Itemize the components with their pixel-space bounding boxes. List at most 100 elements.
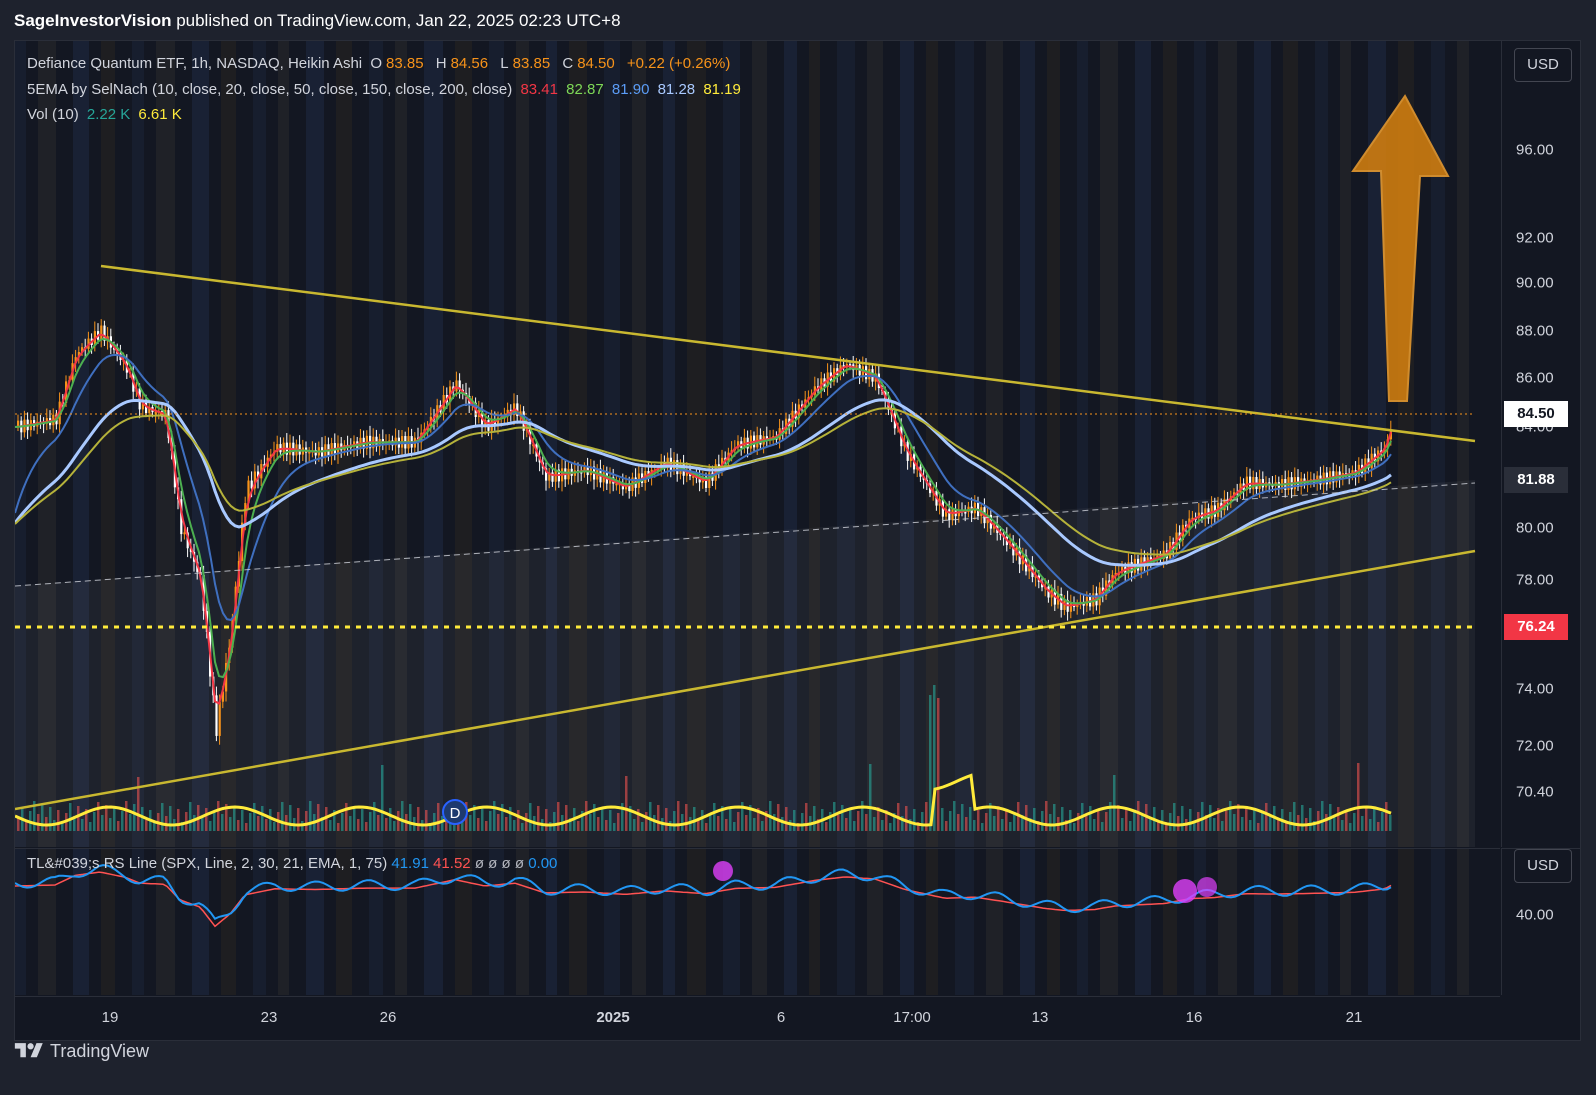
rs-session-band — [926, 849, 938, 995]
rs-ma-value: 41.52 — [433, 855, 471, 872]
price-chart-canvas[interactable]: D — [15, 41, 1500, 847]
volume-bar — [969, 807, 972, 831]
volume-title[interactable]: Vol (10) — [27, 106, 79, 123]
volume-bar — [873, 817, 876, 831]
candle-body — [551, 472, 554, 482]
volume-bar — [49, 807, 52, 831]
volume-bar — [377, 815, 380, 831]
volume-bar — [773, 814, 776, 831]
main-price-pane[interactable]: D Defiance Quantum ETF, 1h, NASDAQ, Heik… — [15, 41, 1500, 847]
volume-bar — [1181, 806, 1184, 831]
volume-bar — [837, 815, 840, 831]
candle-body — [148, 406, 151, 414]
currency-button[interactable]: USD — [1514, 48, 1572, 82]
rs-session-band — [336, 849, 352, 995]
candle-body — [180, 499, 183, 535]
session-band — [1194, 41, 1206, 847]
volume-bar — [229, 817, 232, 831]
volume-bar — [457, 822, 460, 831]
volume-bars — [17, 685, 1392, 831]
candle-body — [1191, 517, 1194, 520]
rs-session-band — [1020, 849, 1035, 995]
volume-bar — [1289, 812, 1292, 831]
volume-bar — [629, 806, 632, 831]
session-band — [867, 41, 883, 847]
rs-legend[interactable]: TL&#039;s RS Line (SPX, Line, 2, 30, 21,… — [27, 855, 557, 872]
volume-bar — [761, 821, 764, 831]
volume-bar — [677, 801, 680, 831]
candle-body — [276, 444, 279, 452]
ema-title[interactable]: 5EMA by SelNach (10, close, 20, close, 5… — [27, 81, 513, 98]
volume-bar — [1297, 815, 1300, 831]
session-band — [1340, 41, 1351, 847]
rs-null-3: ø — [501, 855, 511, 872]
volume-bar — [213, 811, 216, 831]
price-axis[interactable]: USD 96.00 92.00 90.00 88.00 86.00 84.00 … — [1501, 41, 1581, 847]
rs-currency-button[interactable]: USD — [1514, 849, 1572, 883]
rs-title[interactable]: TL&#039;s RS Line (SPX, Line, 2, 30, 21,… — [27, 855, 388, 872]
volume-legend[interactable]: Vol (10) 2.22 K 6.61 K — [27, 106, 186, 123]
volume-bar — [473, 805, 476, 831]
rs-session-band — [1457, 849, 1469, 995]
rs-session-band — [1194, 849, 1206, 995]
author-name[interactable]: SageInvestorVision — [14, 11, 172, 30]
volume-bar — [957, 814, 960, 831]
candle-body — [945, 509, 948, 517]
session-band — [809, 41, 820, 847]
candle-body — [1245, 476, 1248, 491]
price-tick: 92.00 — [1516, 229, 1554, 247]
volume-bar — [425, 810, 428, 831]
volume-bar — [941, 808, 944, 831]
volume-bar — [177, 809, 180, 831]
rs-session-band — [546, 849, 557, 995]
volume-bar — [973, 820, 976, 831]
volume-bar — [633, 819, 636, 831]
volume-bar — [797, 823, 800, 831]
volume-bar — [1061, 807, 1064, 831]
volume-bar — [1313, 821, 1316, 831]
rs-axis[interactable]: USD 40.00 — [1501, 848, 1581, 995]
volume-bar — [589, 814, 592, 831]
volume-bar — [1309, 808, 1312, 831]
candle-body — [548, 472, 551, 481]
price-tick: 78.00 — [1516, 571, 1554, 589]
volume-bar — [1389, 815, 1392, 831]
tradingview-footer[interactable]: TradingView — [14, 1040, 149, 1062]
volume-bar — [729, 809, 732, 831]
rs-chart-canvas[interactable] — [15, 849, 1500, 995]
volume-bar — [289, 805, 292, 831]
candle-body — [545, 468, 548, 481]
candle-body — [1069, 602, 1072, 612]
volume-bar — [137, 777, 140, 831]
volume-bar — [261, 806, 264, 831]
volume-bar — [793, 810, 796, 831]
volume-bar — [681, 814, 684, 831]
volume-bar — [1241, 817, 1244, 831]
symbol-legend[interactable]: Defiance Quantum ETF, 1h, NASDAQ, Heikin… — [27, 55, 734, 72]
volume-bar — [1265, 803, 1268, 831]
volume-bar — [101, 815, 104, 831]
ema-legend[interactable]: 5EMA by SelNach (10, close, 20, close, 5… — [27, 81, 745, 98]
rs-session-band — [955, 849, 974, 995]
volume-bar — [201, 818, 204, 831]
volume-bar — [1269, 816, 1272, 831]
volume-bar — [189, 802, 192, 831]
volume-bar — [1113, 775, 1116, 831]
volume-bar — [477, 818, 480, 831]
symbol-title[interactable]: Defiance Quantum ETF, 1h, NASDAQ, Heikin… — [27, 55, 363, 72]
volume-bar — [1021, 815, 1024, 831]
candle-body — [221, 691, 224, 702]
rs-line-pane[interactable]: TL&#039;s RS Line (SPX, Line, 2, 30, 21,… — [15, 848, 1500, 995]
time-axis[interactable]: 19 23 26 2025 6 17:00 13 16 21 — [15, 996, 1500, 1041]
ema150-value: 81.28 — [657, 81, 696, 98]
ascending-trendline — [15, 549, 1476, 811]
session-band — [1135, 41, 1151, 847]
volume-bar — [305, 811, 308, 831]
volume-bar — [641, 822, 644, 831]
candle-body — [186, 532, 189, 549]
candle-body — [189, 548, 192, 552]
volume-bar — [57, 810, 60, 831]
volume-bar — [329, 820, 332, 831]
rs-tick: 40.00 — [1516, 906, 1554, 924]
volume-ma-line — [15, 773, 1392, 827]
